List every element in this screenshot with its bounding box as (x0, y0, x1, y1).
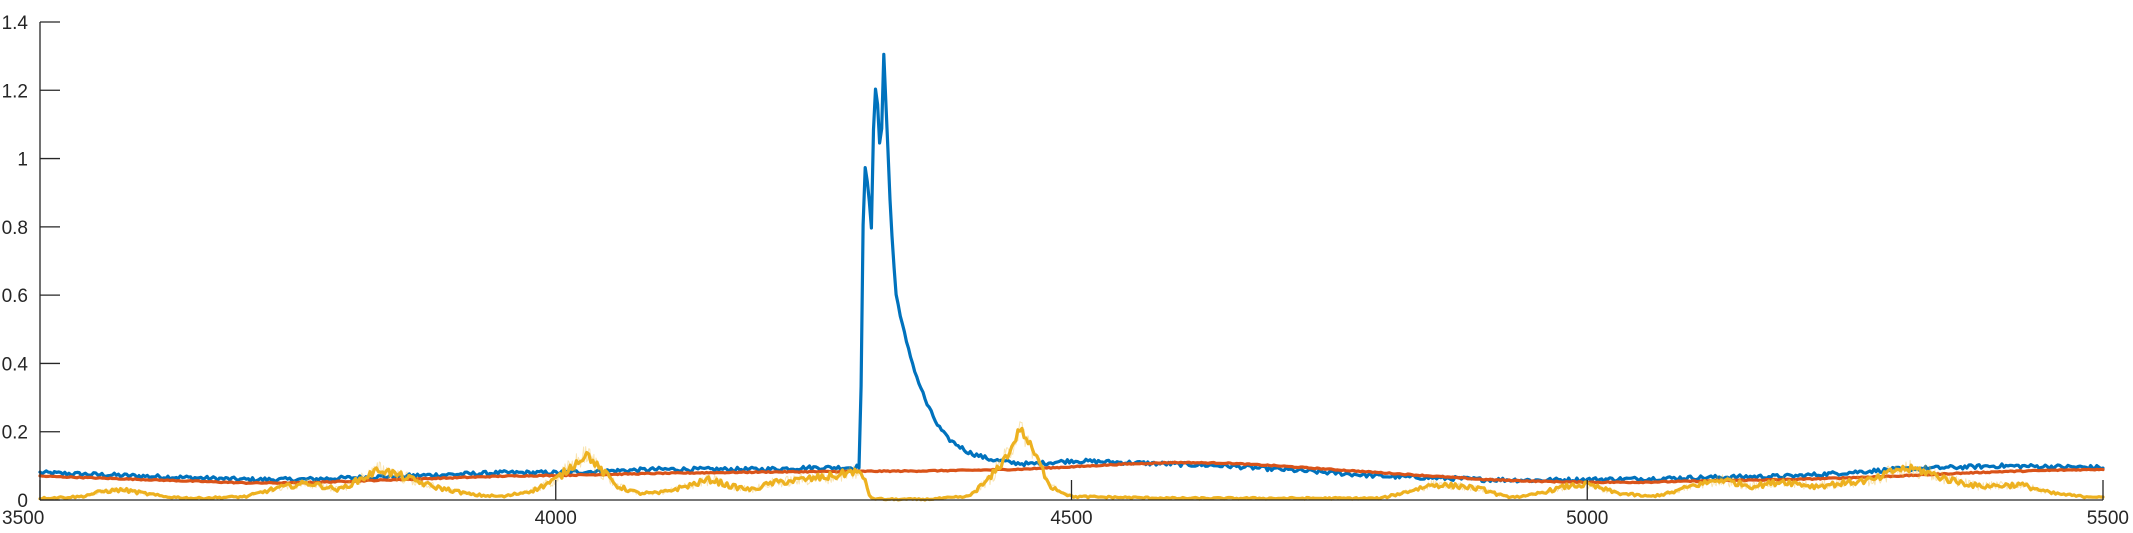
x-tick-label: 5000 (1566, 508, 1608, 529)
series-line-1 (38, 460, 2105, 485)
series-line-0 (38, 52, 2105, 484)
x-tick-label: 5500 (2087, 508, 2129, 529)
y-tick-label: 0.8 (2, 218, 28, 239)
x-tick-label: 4000 (535, 508, 577, 529)
y-tick-label: 1.4 (2, 13, 29, 34)
y-tick-label: 1.2 (2, 81, 28, 102)
y-tick-label: 1 (17, 150, 28, 171)
x-tick-label: 4500 (1050, 508, 1092, 529)
x-tick-label: 3500 (2, 508, 44, 529)
axes: 0 0.2 0.4 0.6 0.8 1 1.2 1.4 3500 4000 4500 5000 5500 (2, 13, 2129, 529)
y-tick-label: 0 (17, 491, 28, 512)
y-tick-label: 0.6 (2, 286, 28, 307)
y-tick-label: 0.4 (2, 354, 29, 375)
series-layer (38, 52, 2105, 502)
y-tick-label: 0.2 (2, 423, 28, 444)
